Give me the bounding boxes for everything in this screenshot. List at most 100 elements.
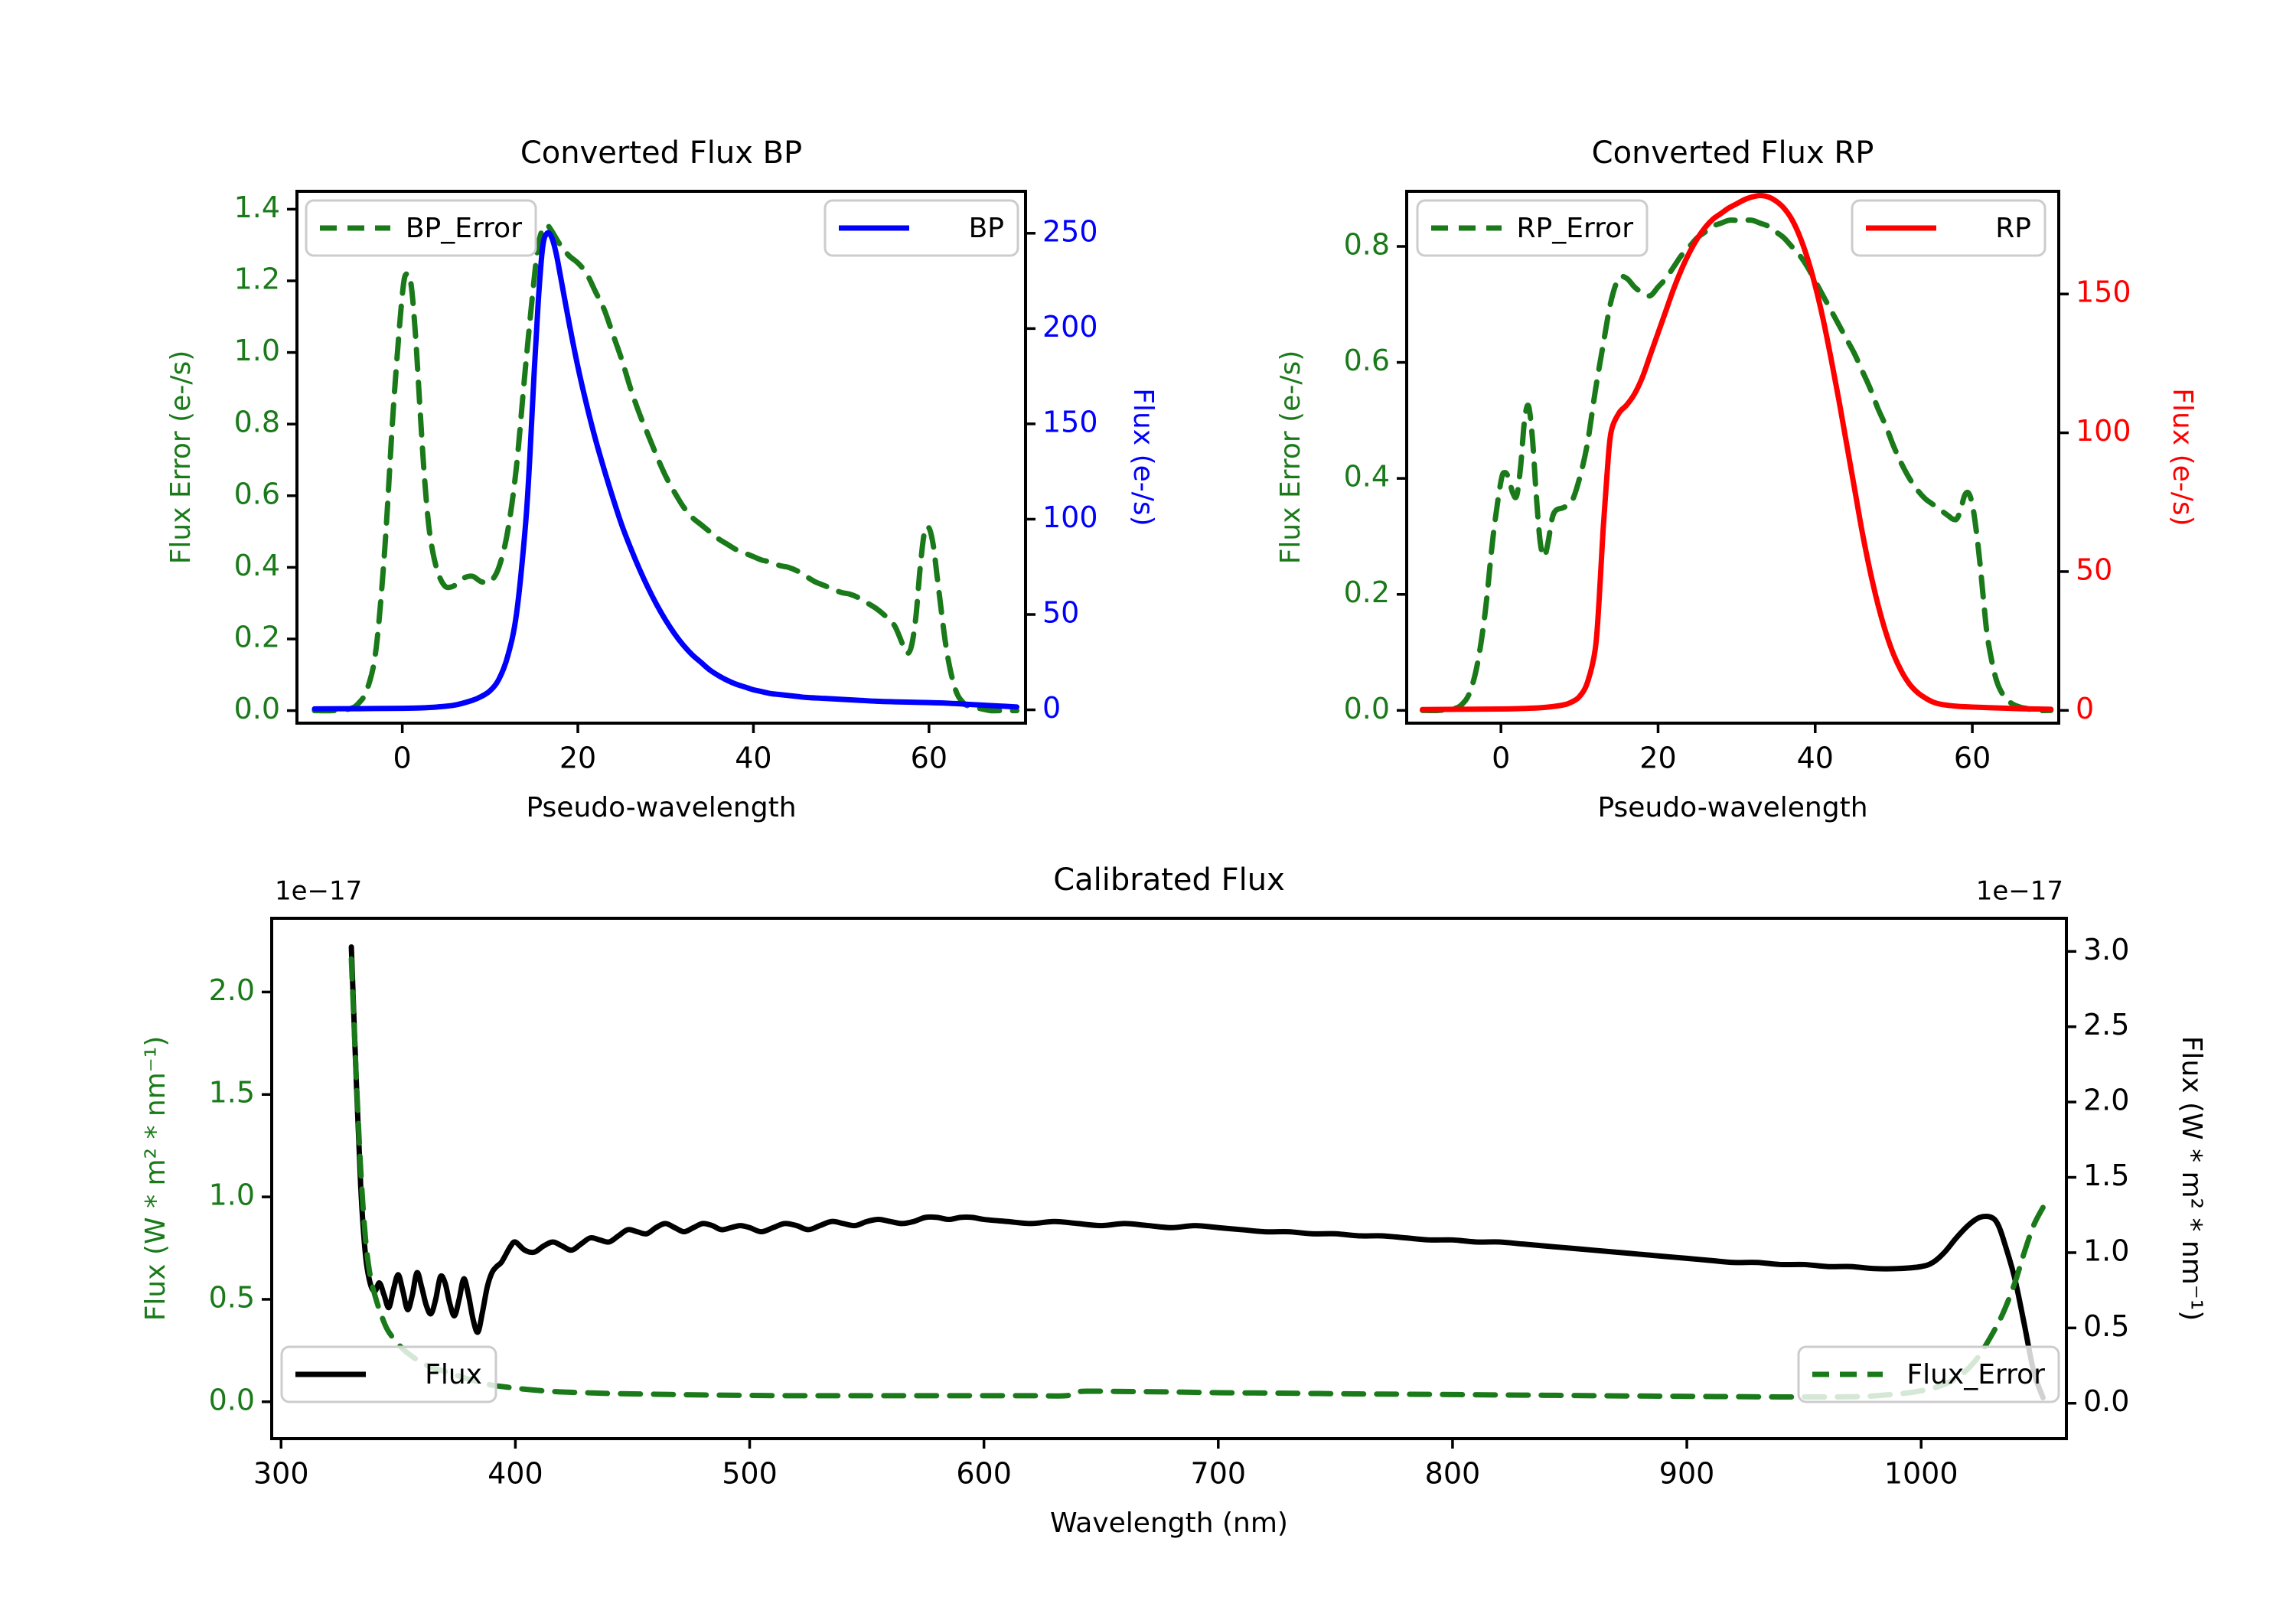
- x-tick-label: 1000: [1884, 1457, 1958, 1491]
- plot-frame: [295, 190, 1027, 725]
- y-left-tick-label: 0.8: [234, 406, 280, 439]
- series-bp_error: [311, 222, 1020, 714]
- y-left-axis-label: Flux (W * m² * nm⁻¹): [140, 1036, 171, 1322]
- legend-label: Flux_Error: [1906, 1359, 2045, 1390]
- chart-bp: Converted Flux BP 0 20 40 60 Pseudo-wavelengt…: [165, 135, 1159, 823]
- y-right-axis-label: Flux (W * m² * nm⁻¹): [2176, 1036, 2207, 1322]
- x-tick-label: 700: [1191, 1457, 1247, 1491]
- y-left-tick-label: 0.6: [1344, 344, 1390, 377]
- y-right-tick-label: 100: [2076, 414, 2131, 448]
- y-right-tick-label: 0: [1042, 691, 1061, 725]
- x-tick-label: 900: [1659, 1457, 1715, 1491]
- x-tick-label: 500: [722, 1457, 778, 1491]
- legend-label: BP_Error: [406, 213, 522, 244]
- legend-bp[interactable]: BP: [823, 199, 1019, 257]
- chart-title: Calibrated Flux: [1053, 862, 1285, 898]
- x-tick-label: 0: [1492, 742, 1510, 775]
- legend-bp_error[interactable]: BP_Error: [305, 199, 537, 257]
- legend-label: Flux: [425, 1359, 482, 1390]
- y-left-tick-label: 1.0: [209, 1178, 255, 1212]
- legend-flux_error[interactable]: Flux_Error: [1797, 1345, 2060, 1403]
- y-left-tick-label: 0.6: [234, 477, 280, 510]
- y-right-tick-label: 0: [2076, 692, 2094, 725]
- legend-box: [280, 1345, 497, 1403]
- panel-converted-flux-bp: Converted Flux BP 0 20 40 60 Pseudo-wavelengt…: [0, 0, 1159, 826]
- legend-box: [823, 199, 1019, 257]
- chart-title: Converted Flux RP: [1592, 135, 1874, 171]
- y-right-tick-label: 250: [1042, 214, 1098, 248]
- legend-flux[interactable]: Flux: [280, 1345, 497, 1403]
- y-right-tick-label: 0.0: [2083, 1384, 2129, 1418]
- legend-box: [305, 199, 537, 257]
- x-axis-label: Pseudo-wavelength: [526, 792, 796, 823]
- series-flux_error: [348, 956, 2046, 1400]
- x-tick-label: 800: [1425, 1457, 1481, 1491]
- y-left-tick-label: 0.8: [1344, 228, 1390, 262]
- x-tick-label: 20: [559, 742, 596, 775]
- series-flux: [348, 944, 2046, 1400]
- x-tick-label: 60: [911, 742, 947, 775]
- series-rp: [1420, 192, 2054, 712]
- y-right-tick-label: 150: [1042, 405, 1098, 438]
- x-tick-label: 600: [956, 1457, 1012, 1491]
- legend-box: [1416, 199, 1649, 257]
- y-right-tick-label: 1.0: [2083, 1234, 2129, 1267]
- y-left-tick-label: 2.0: [209, 973, 255, 1007]
- y-left-axis-label: Flux Error (e-/s): [165, 350, 197, 565]
- x-tick-label: 300: [253, 1457, 309, 1491]
- y-right-axis-label: Flux (e-/s): [2167, 388, 2198, 526]
- chart-rp: Converted Flux RP 0 20 40 60 Pseudo-wavelengt…: [1275, 135, 2198, 823]
- legend-label: RP: [1995, 213, 2031, 244]
- y-right-tick-label: 2.5: [2083, 1008, 2129, 1041]
- x-axis-label: Wavelength (nm): [1050, 1508, 1288, 1539]
- y-right-tick-label: 50: [2076, 553, 2112, 586]
- panel-converted-flux-rp: Converted Flux RP 0 20 40 60 Pseudo-wavelengt…: [1148, 0, 2296, 826]
- left-axis-offset-label: 1e−17: [275, 876, 362, 907]
- legend-rp_error[interactable]: RP_Error: [1416, 199, 1649, 257]
- y-left-tick-label: 1.4: [234, 191, 280, 224]
- y-left-tick-label: 0.0: [234, 692, 280, 725]
- y-left-tick-label: 1.2: [234, 262, 280, 296]
- x-axis-label: Pseudo-wavelength: [1597, 792, 1867, 823]
- y-right-tick-label: 0.5: [2083, 1309, 2129, 1343]
- chart-title: Converted Flux BP: [520, 135, 802, 171]
- x-tick-label: 400: [488, 1457, 543, 1491]
- y-right-tick-label: 200: [1042, 310, 1098, 344]
- y-left-tick-label: 1.5: [209, 1076, 255, 1110]
- x-tick-label: 0: [393, 742, 412, 775]
- y-left-tick-label: 0.4: [1344, 460, 1390, 494]
- y-left-tick-label: 0.2: [1344, 575, 1390, 609]
- x-tick-label: 60: [1954, 742, 1991, 775]
- x-tick-label: 40: [1797, 742, 1834, 775]
- y-left-axis-label: Flux Error (e-/s): [1275, 350, 1306, 565]
- y-right-tick-label: 150: [2076, 275, 2131, 309]
- y-right-tick-label: 100: [1042, 500, 1098, 534]
- y-right-tick-label: 1.5: [2083, 1159, 2129, 1192]
- y-right-tick-label: 50: [1042, 596, 1079, 630]
- plot-frame: [1405, 190, 2060, 725]
- series-group: [1420, 192, 2054, 713]
- legend-label: BP: [969, 213, 1004, 244]
- legend-box: [1797, 1345, 2060, 1403]
- legend-rp[interactable]: RP: [1851, 199, 2047, 257]
- y-left-tick-label: 0.5: [209, 1280, 255, 1314]
- x-tick-label: 40: [735, 742, 771, 775]
- series-rp_error: [1420, 217, 2054, 713]
- y-left-tick-label: 1.0: [234, 334, 280, 367]
- y-right-axis-label: Flux (e-/s): [1127, 388, 1159, 526]
- y-left-tick-label: 0.0: [1344, 692, 1390, 725]
- chart-calibrated: Calibrated Flux 1e−17 1e−17 300 400 500 600 700…: [140, 862, 2207, 1539]
- y-right-tick-label: 3.0: [2083, 933, 2129, 966]
- legend-box: [1851, 199, 2047, 257]
- right-axis-offset-label: 1e−17: [1976, 876, 2063, 907]
- y-right-tick-label: 2.0: [2083, 1084, 2129, 1117]
- legend-label: RP_Error: [1517, 213, 1634, 244]
- x-tick-label: 20: [1639, 742, 1676, 775]
- panel-calibrated-flux: Calibrated Flux 1e−17 1e−17 300 400 500 600 700…: [0, 826, 2296, 1607]
- plot-frame: [270, 917, 2068, 1440]
- series-bp: [311, 230, 1020, 712]
- y-left-tick-label: 0.4: [234, 549, 280, 582]
- y-left-tick-label: 0.0: [209, 1383, 255, 1416]
- series-group: [311, 222, 1020, 714]
